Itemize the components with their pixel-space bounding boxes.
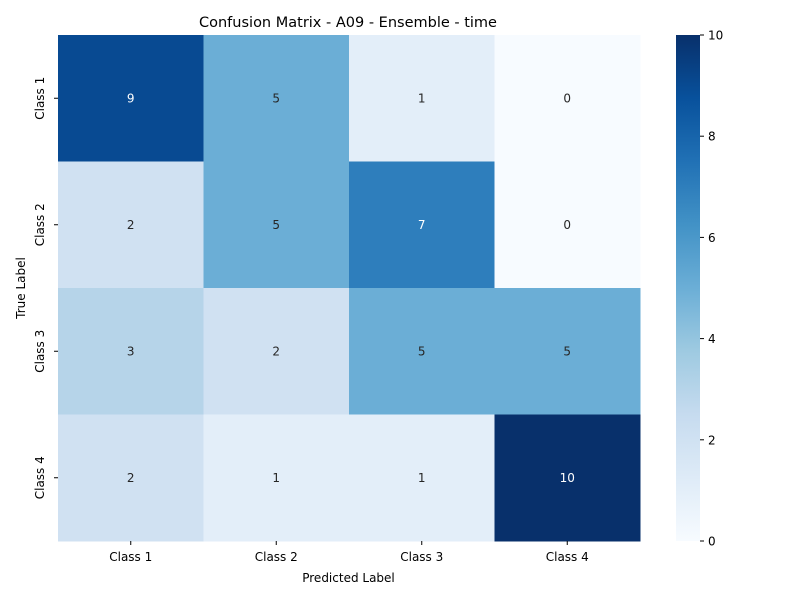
colorbar-tick-label: 6 [708, 231, 716, 245]
heatmap-cell [58, 35, 204, 162]
heatmap-cell [58, 288, 204, 415]
cell-value-label: 0 [563, 218, 571, 232]
y-tick-label: Class 1 [33, 77, 47, 120]
heatmap-cell [58, 161, 204, 289]
heatmap-cell [349, 414, 495, 542]
cell-value-label: 10 [560, 471, 575, 485]
x-tick-label: Class 2 [255, 550, 298, 564]
x-axis-ticks: Class 1 Class 2 Class 3 Class 4 [109, 541, 589, 564]
heatmap-cell [349, 35, 495, 162]
heatmap-cell [494, 161, 641, 289]
colorbar-tick-label: 0 [708, 535, 716, 549]
cell-value-label: 5 [563, 344, 571, 358]
heatmap-cell [349, 161, 495, 289]
colorbar-tick-label: 8 [708, 130, 716, 144]
cell-value-label: 5 [272, 218, 280, 232]
heatmap-cell [203, 35, 350, 162]
heatmap-cell [349, 288, 495, 415]
colorbar-tick-label: 2 [708, 433, 716, 447]
cell-value-label: 5 [272, 91, 280, 105]
y-tick-label: Class 4 [33, 456, 47, 499]
heatmap-cells: 9 5 1 02 5 7 03 2 5 52 1 1 10 [58, 35, 641, 542]
heatmap-cell [494, 35, 641, 162]
cell-value-label: 9 [127, 91, 135, 105]
cell-value-label: 3 [127, 344, 135, 358]
cell-value-label: 1 [272, 471, 280, 485]
cell-value-label: 1 [418, 471, 426, 485]
y-axis-label: True Label [14, 257, 28, 320]
y-tick-label: Class 3 [33, 330, 47, 373]
x-axis-label: Predicted Label [302, 571, 395, 585]
y-axis-ticks: Class 1 Class 2 Class 3 Class 4 [33, 77, 58, 499]
heatmap-cell [494, 288, 641, 415]
cell-value-label: 2 [127, 218, 135, 232]
heatmap-cell [203, 414, 350, 542]
cell-value-label: 7 [418, 218, 426, 232]
cell-value-label: 0 [563, 91, 571, 105]
heatmap-cell [58, 414, 204, 542]
cell-value-label: 5 [418, 344, 426, 358]
colorbar-tick-label: 10 [708, 29, 723, 43]
heatmap-cell [203, 161, 350, 289]
colorbar-ticks: 0 2 4 6 8 10 [700, 29, 723, 549]
x-tick-label: Class 4 [546, 550, 589, 564]
heatmap-cell [494, 414, 641, 542]
heatmap-cell [203, 288, 350, 415]
colorbar-tick-label: 4 [708, 332, 716, 346]
x-tick-label: Class 1 [109, 550, 152, 564]
colorbar [676, 35, 700, 541]
cell-value-label: 1 [418, 91, 426, 105]
cell-value-label: 2 [127, 471, 135, 485]
cell-value-label: 2 [272, 344, 280, 358]
chart-title: Confusion Matrix - A09 - Ensemble - time [199, 15, 497, 31]
y-tick-label: Class 2 [33, 203, 47, 246]
x-tick-label: Class 3 [400, 550, 443, 564]
